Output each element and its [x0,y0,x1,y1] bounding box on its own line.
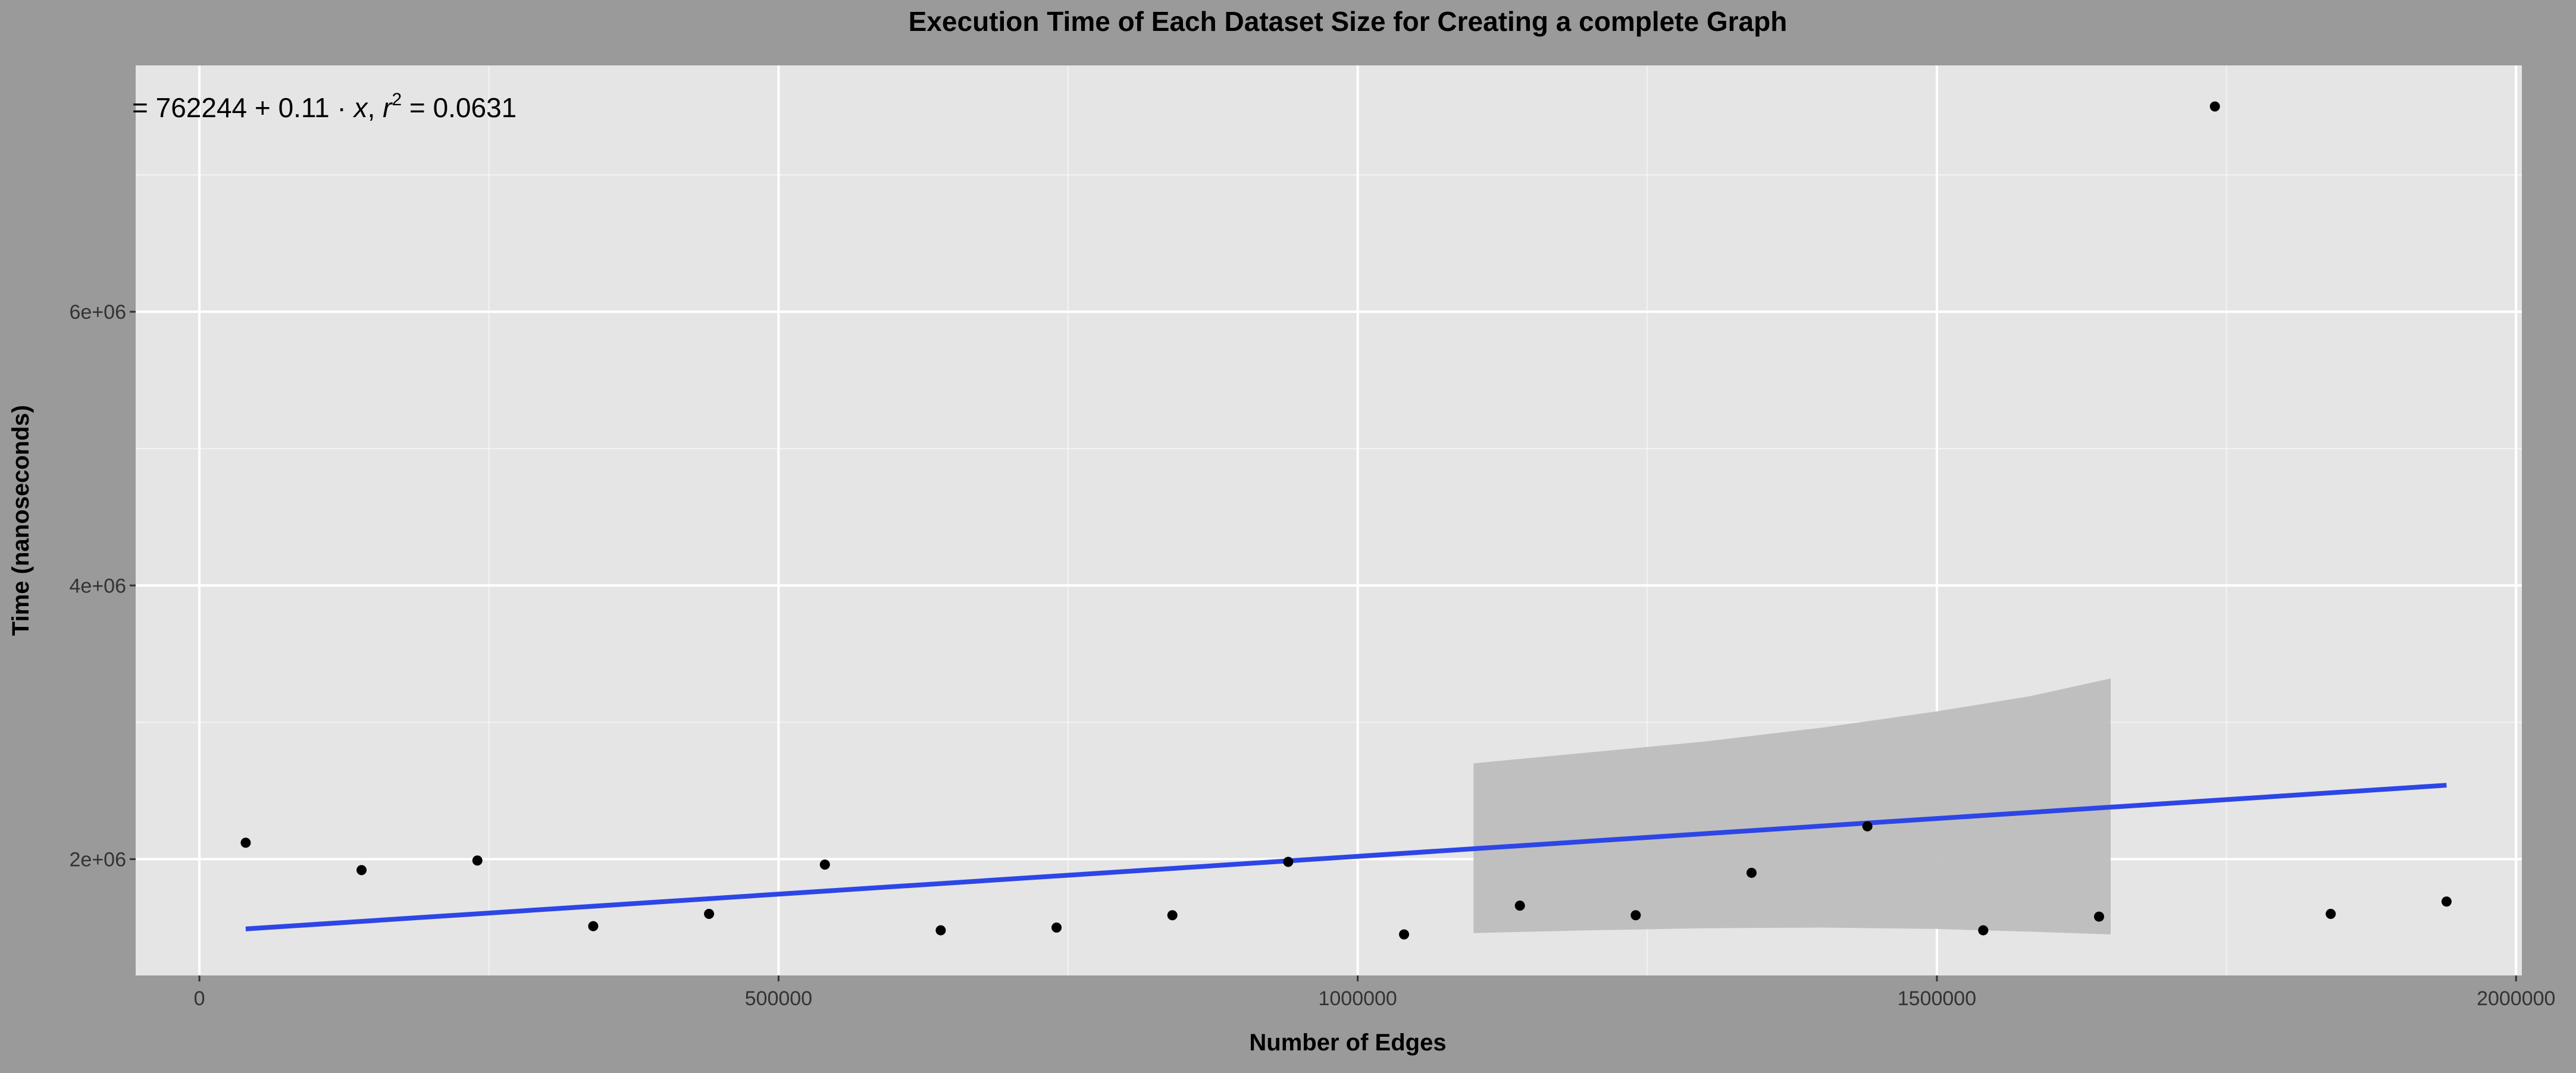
x-tick-label: 1000000 [1318,987,1397,1010]
data-point [356,865,367,876]
data-point [819,859,830,870]
data-point [240,837,251,848]
y-tick-label: 4e+06 [70,575,127,597]
data-point [2441,896,2452,907]
chart-title: Execution Time of Each Dataset Size for … [909,6,1788,37]
data-point [588,921,599,931]
data-point [1399,929,1410,940]
data-point [1630,910,1641,921]
y-tick-label: 2e+06 [70,848,127,871]
annotation-x-symbol: x [353,92,369,123]
annotation-separator: , [368,92,383,123]
y-axis-label: Time (nanoseconds) [8,405,34,636]
regression-line [245,783,2447,931]
regression-annotation: = 762244 + 0.11 · x, r2 = 0.0631 [132,90,517,123]
annotation-r-superscript: 2 [392,90,402,109]
point-layer [240,101,2452,940]
data-point [704,908,715,919]
data-point [2093,911,2104,922]
x-tick-label: 1500000 [1898,987,1976,1010]
data-point [935,925,946,936]
annotation-r-value: = 0.0631 [402,92,517,123]
data-point [2209,101,2220,112]
plot-panel [136,65,2522,975]
data-point [1746,867,1757,878]
data-point [472,855,483,866]
x-tick-label: 0 [194,987,205,1010]
annotation-r-symbol: r [383,92,393,123]
y-tick-label: 6e+06 [70,301,127,324]
confidence-band [1473,678,2111,934]
data-point [1051,922,1062,933]
fit-line-layer [245,783,2447,931]
data-point [1514,901,1525,911]
data-point [1862,821,1873,832]
data-point [1978,925,1989,936]
data-point [1283,856,1294,867]
data-point [1167,910,1178,921]
annotation-equation: = 762244 + 0.11 · [132,92,354,123]
x-tick-label: 500000 [745,987,812,1010]
x-tick-label: 2000000 [2477,987,2555,1010]
x-axis-label: Number of Edges [1249,1030,1446,1056]
band-layer [1473,678,2111,934]
axis-layer: 0 500000 1000000 1500000 2000000 2e+06 4e+06 6e… [70,301,2556,1010]
data-point [2325,908,2336,919]
